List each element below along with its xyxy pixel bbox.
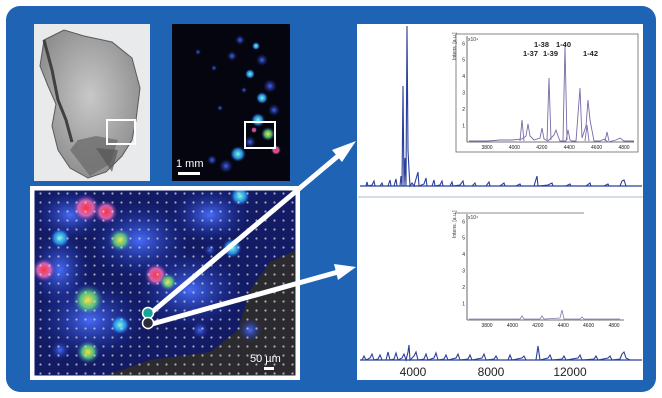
peak-label-1-42: 1-42 [583,49,598,58]
arrow-head-top [332,141,356,162]
inset_top-ytick: 3 [462,91,465,97]
peak-label-1-38: 1-38 [534,40,549,49]
spectra-panel: Intens. [a.u.] x10⁴ 1 2 3 4 5 6 3800 4000 4200 4… [357,24,643,380]
selection-arrows [141,141,356,330]
inset_bottom-ytick: 2 [462,285,465,291]
optical-roi-box [106,119,136,145]
scale-bar-50um-label: 50 µm [250,353,281,365]
inset_bottom-ytick: 3 [462,269,465,275]
top-inset-yticks: 1 2 3 4 5 6 [462,41,465,129]
spectra-xaxis-ticks: 4000 8000 12000 [400,365,587,379]
top-inset-xticks: 3800 4000 4200 4400 4600 4800 [481,145,629,151]
top-inset: Intens. [a.u.] x10⁴ 1 2 3 4 5 6 3800 4000 4200 4… [452,32,639,153]
inset_top-xtick: 4000 [509,145,520,151]
inset_top-xtick: 4800 [618,145,629,151]
inset_bottom-xtick: 4200 [532,323,543,329]
inset_top-xtick: 4400 [564,145,575,151]
spectra-xtick: 8000 [478,365,505,379]
arrow-head-bottom [334,264,356,280]
bottom-inset-yticks: 1 2 3 4 5 6 [462,219,465,307]
inset_bottom-ytick: 6 [462,219,465,225]
spectra-xtick: 12000 [553,365,587,379]
top-spectrum: Intens. [a.u.] x10⁴ 1 2 3 4 5 6 3800 4000 4200 4… [360,24,642,196]
spectra-xtick: 4000 [400,365,427,379]
inset_top-xtick: 4200 [536,145,547,151]
selected-pixel-marker-2 [141,316,155,330]
scale-bar-1mm [178,172,200,175]
scale-bar-50um [264,367,274,370]
inset_bottom-ytick: 5 [462,236,465,242]
bottom-inset-xticks: 3800 4000 4200 4400 4600 4800 [481,323,619,329]
inset_bottom-ytick: 1 [462,302,465,308]
inset_bottom-xtick: 4000 [507,323,518,329]
bottom-inset: Intens. [a.u.] x10⁴ 1 2 3 4 5 6 3800 4000 4200 4… [452,210,627,329]
top-inset-ylabel: Intens. [a.u.] [452,32,458,60]
inset_top-ytick: 1 [462,124,465,130]
inset_top-ytick: 4 [462,74,465,80]
peak-label-1-37: 1-37 [523,49,538,58]
top-inset-yexp: x10⁴ [468,37,478,43]
scale-bar-1mm-label: 1 mm [176,158,204,170]
bottom-inset-yexp: x10⁴ [468,215,478,221]
inset_top-ytick: 6 [462,41,465,47]
ion-image: 1 mm [172,24,290,181]
inset_top-ytick: 2 [462,107,465,113]
inset_bottom-xtick: 3800 [481,323,492,329]
inset_bottom-xtick: 4600 [583,323,594,329]
inset_top-xtick: 4600 [591,145,602,151]
inset_top-ytick: 5 [462,58,465,64]
inset_bottom-xtick: 4400 [558,323,569,329]
bottom-spectrum-trace [361,344,640,362]
bottom-inset-ylabel: Intens. [a.u.] [452,210,458,238]
bottom-spectrum: Intens. [a.u.] x10⁴ 1 2 3 4 5 6 3800 4000 4200 4… [360,210,642,362]
bottom-inset-trace [469,309,620,320]
inset_bottom-xtick: 4800 [608,323,619,329]
top-inset-trace [469,87,634,143]
ion-roi-box [244,121,276,149]
optical-section-image [34,24,150,181]
zoomed-ion-image: 50 µm [30,186,300,380]
peak-label-1-40: 1-40 [556,40,571,49]
peak-label-1-39: 1-39 [543,49,558,58]
inset_bottom-ytick: 4 [462,252,465,258]
inset_top-xtick: 3800 [481,145,492,151]
